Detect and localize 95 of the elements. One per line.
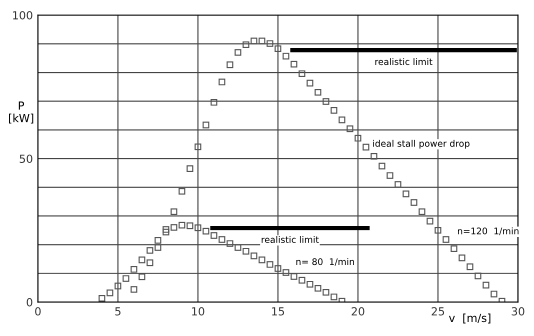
point — [202, 122, 210, 128]
point — [402, 190, 410, 198]
point — [226, 61, 234, 68]
point — [218, 78, 226, 86]
x-axis-title: v [m/s] — [448, 314, 490, 324]
point — [330, 107, 338, 114]
point — [138, 273, 146, 280]
point — [186, 222, 194, 230]
point — [186, 165, 194, 172]
series-label: n=120 1/min — [458, 227, 518, 236]
point — [210, 232, 218, 239]
point — [202, 228, 210, 235]
point — [178, 222, 186, 228]
x-tick-label: 0 — [35, 307, 41, 316]
point — [322, 98, 330, 105]
point — [154, 244, 162, 251]
point — [306, 280, 314, 288]
point — [338, 116, 346, 124]
series-label: realistic limit — [375, 58, 432, 66]
point — [170, 208, 178, 216]
point — [298, 70, 306, 77]
point — [146, 259, 154, 266]
point — [242, 41, 250, 48]
point — [386, 172, 394, 179]
point — [498, 298, 506, 302]
point — [474, 272, 482, 280]
point — [218, 236, 226, 243]
point — [362, 144, 370, 150]
point — [378, 162, 386, 170]
y-tick-label: 50 — [20, 154, 32, 163]
point — [138, 256, 146, 264]
point — [274, 265, 282, 272]
point — [122, 275, 130, 282]
annotation: ideal stall power drop — [373, 140, 470, 149]
point — [162, 228, 170, 236]
point — [426, 218, 434, 224]
point — [410, 199, 418, 206]
point — [338, 298, 346, 302]
point — [482, 282, 490, 288]
point — [490, 290, 498, 298]
x-tick-label: 15 — [272, 307, 284, 316]
point — [98, 295, 106, 302]
x-tick-label: 20 — [352, 307, 364, 316]
point — [314, 284, 322, 292]
point — [258, 256, 266, 264]
point — [274, 45, 282, 52]
point — [130, 286, 138, 293]
x-tick-label: 25 — [432, 307, 444, 316]
point — [234, 244, 242, 251]
point — [258, 38, 266, 44]
x-tick-label: 5 — [115, 307, 120, 316]
point — [250, 252, 258, 260]
point — [210, 99, 218, 106]
point — [130, 266, 138, 273]
point — [250, 38, 258, 44]
series-label: n= 80 1/min — [296, 258, 354, 266]
point — [354, 134, 362, 142]
point — [466, 263, 474, 270]
series-label: realistic limit — [262, 236, 319, 243]
point — [330, 294, 338, 300]
x-tick-label: 10 — [192, 307, 204, 316]
point — [442, 236, 450, 243]
point — [282, 269, 290, 276]
point — [282, 52, 290, 60]
point — [226, 240, 234, 247]
point — [162, 226, 170, 233]
point — [266, 261, 274, 268]
point — [178, 188, 186, 195]
point — [170, 224, 178, 231]
point — [154, 237, 162, 244]
point — [146, 247, 154, 254]
point — [370, 152, 378, 160]
point — [322, 288, 330, 296]
point — [290, 60, 298, 68]
point — [458, 254, 466, 262]
point — [114, 282, 122, 290]
point — [434, 226, 442, 234]
x-tick-label: 30 — [512, 307, 524, 316]
point — [306, 80, 314, 86]
y-axis-title: P [kW] — [9, 102, 34, 124]
point — [394, 181, 402, 188]
point — [290, 273, 298, 280]
point — [346, 125, 354, 132]
point — [242, 248, 250, 255]
point — [450, 245, 458, 252]
point — [194, 143, 202, 150]
point — [298, 276, 306, 284]
y-tick-label: 100 — [13, 11, 32, 20]
point — [314, 88, 322, 96]
point — [234, 49, 242, 56]
point — [194, 224, 202, 232]
point — [106, 290, 114, 296]
point — [266, 40, 274, 47]
point — [418, 208, 426, 216]
y-tick-label: 0 — [26, 298, 32, 306]
